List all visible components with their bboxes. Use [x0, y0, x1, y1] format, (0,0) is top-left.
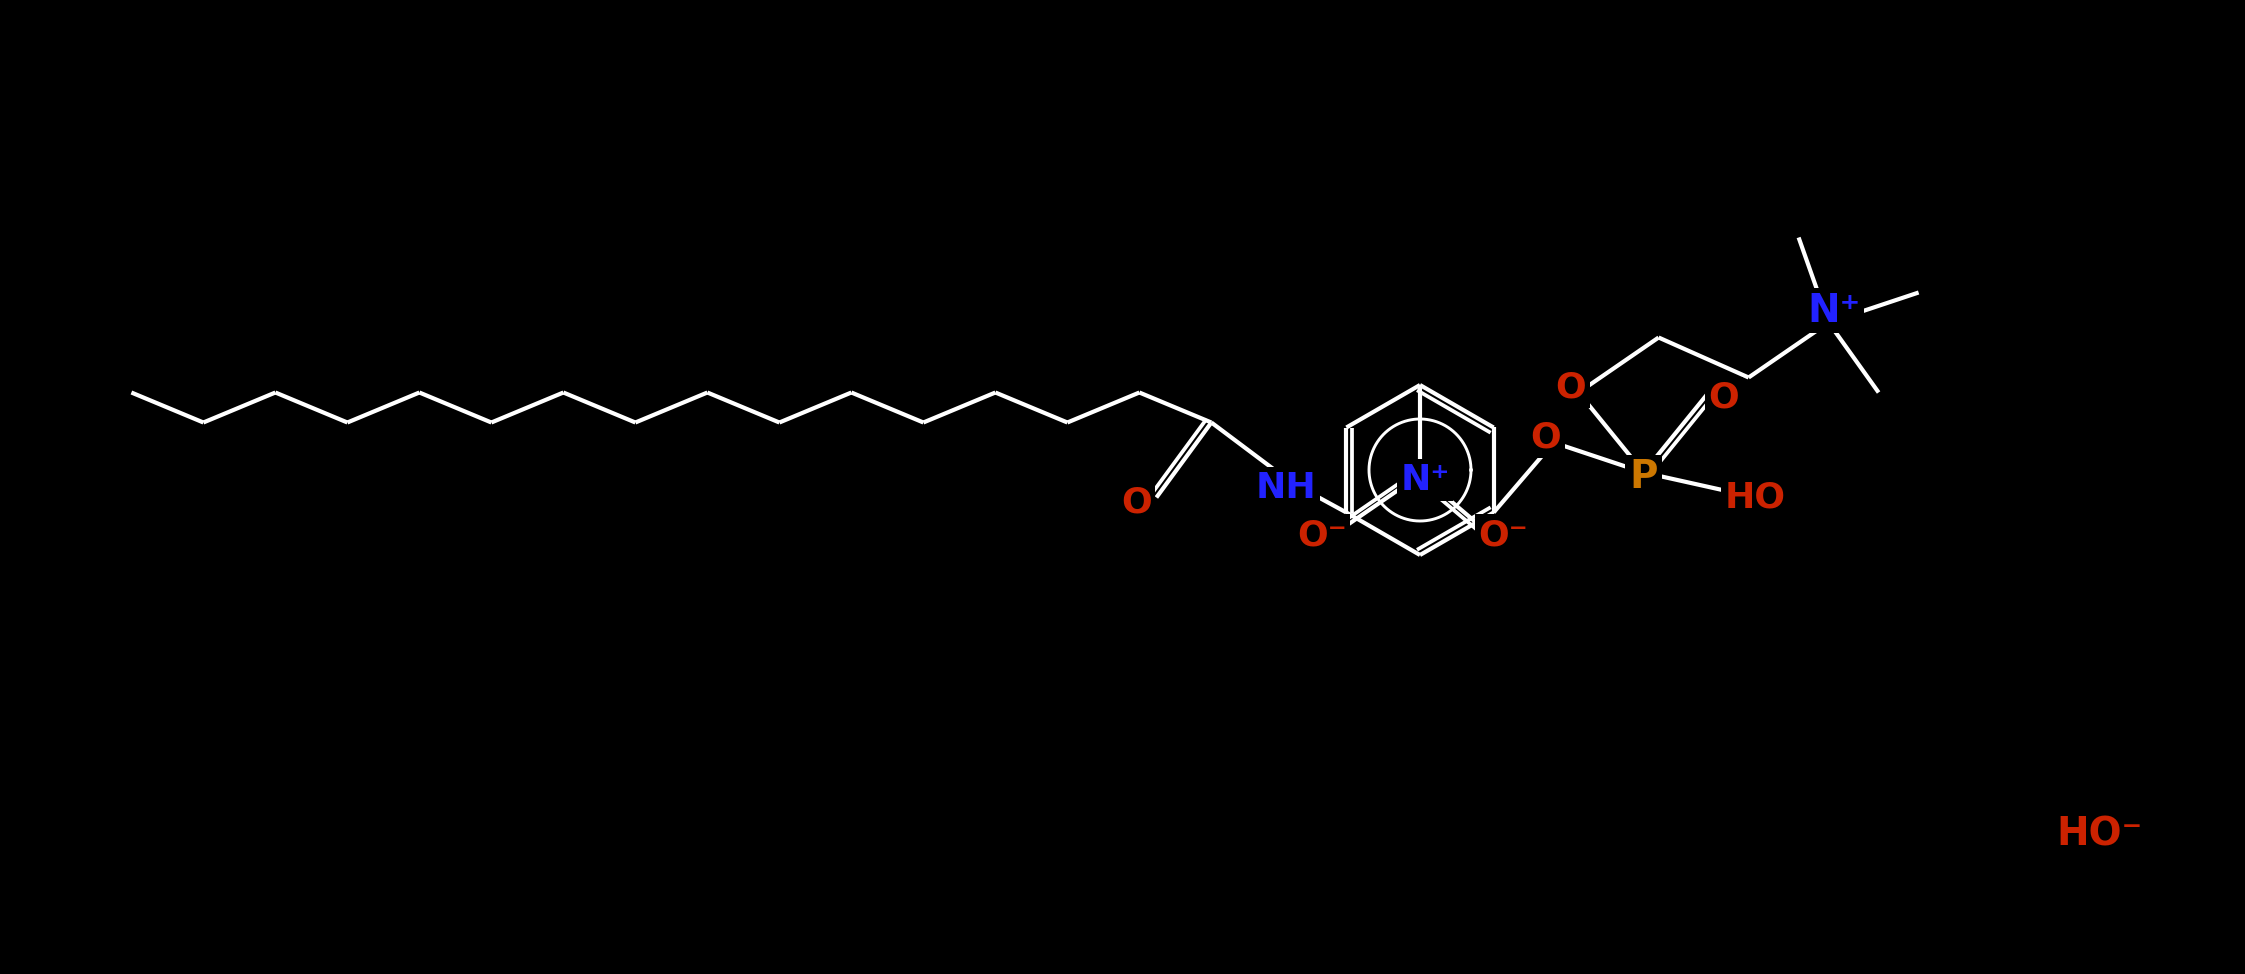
Text: O: O	[1120, 485, 1152, 519]
Text: O⁻: O⁻	[1298, 518, 1347, 552]
Text: O⁻: O⁻	[1477, 518, 1529, 552]
Text: O: O	[1556, 370, 1585, 404]
Text: P: P	[1630, 459, 1657, 497]
Text: O: O	[1708, 381, 1740, 415]
Text: HO⁻: HO⁻	[2056, 816, 2144, 854]
Text: N⁺: N⁺	[1807, 291, 1861, 329]
Text: HO: HO	[1724, 480, 1787, 514]
Text: N⁺: N⁺	[1401, 463, 1450, 497]
Text: NH: NH	[1255, 470, 1318, 505]
Text: O: O	[1531, 421, 1560, 455]
